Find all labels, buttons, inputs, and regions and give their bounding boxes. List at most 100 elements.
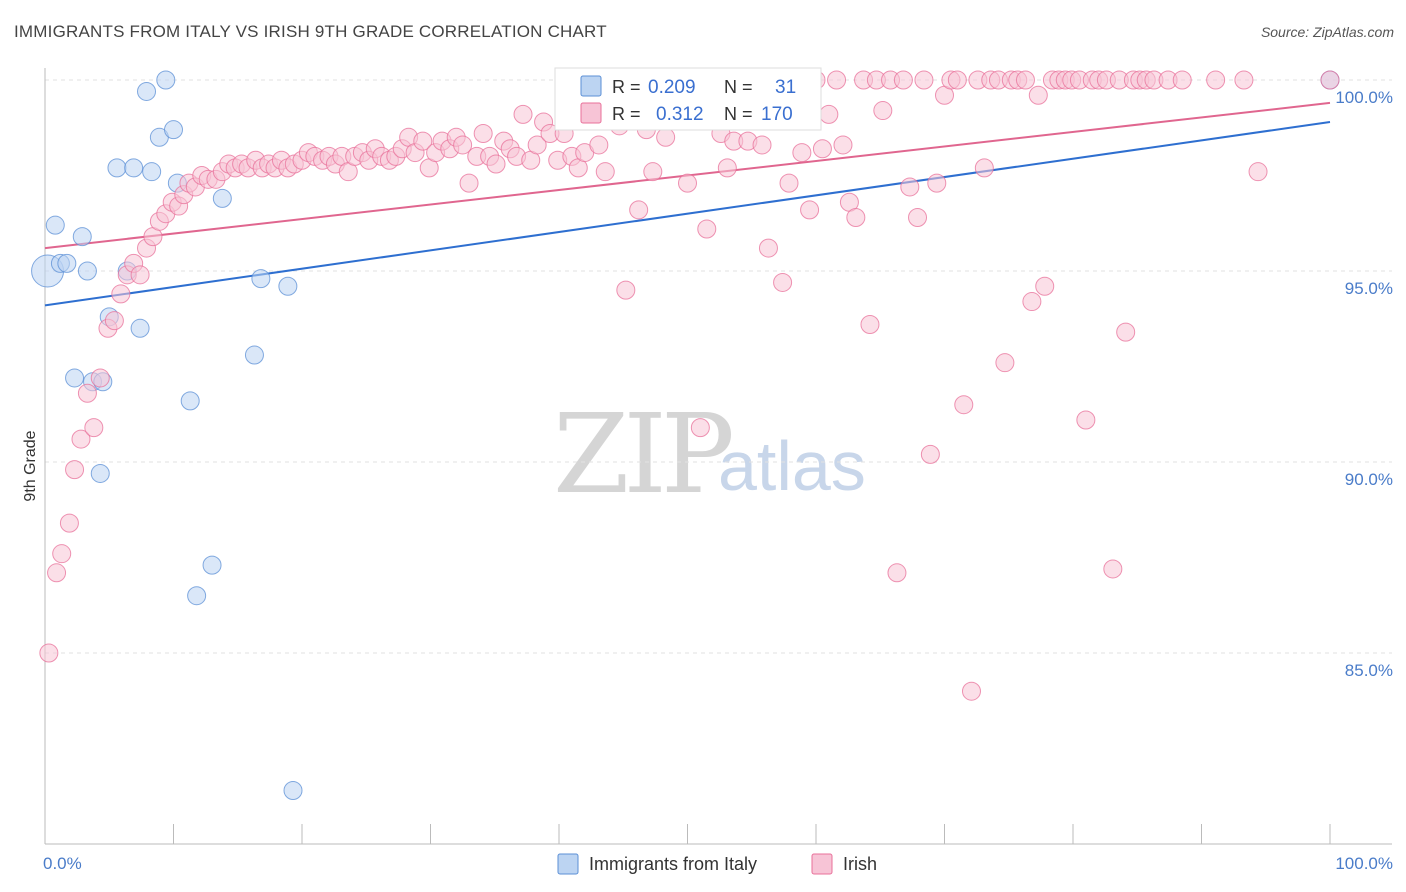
irish-point bbox=[961, 681, 981, 701]
irish-point bbox=[1320, 70, 1340, 90]
irish-point bbox=[812, 139, 832, 159]
italy-point bbox=[180, 391, 200, 411]
irish-point bbox=[111, 284, 131, 304]
irish-point bbox=[1015, 70, 1035, 90]
data-points bbox=[31, 70, 1340, 801]
irish-point bbox=[59, 513, 79, 533]
legend-italy-n-value: 31 bbox=[775, 77, 796, 98]
gridlines bbox=[45, 79, 1392, 654]
italy-point bbox=[124, 158, 144, 178]
irish-point bbox=[792, 143, 812, 163]
irish-point bbox=[616, 280, 636, 300]
italy-point bbox=[142, 162, 162, 182]
bottom-legend-irish-swatch bbox=[811, 853, 833, 875]
irish-point bbox=[873, 101, 893, 121]
irish-point bbox=[773, 272, 793, 292]
legend-irish-swatch bbox=[580, 102, 602, 124]
x-tick-label-max: 100.0% bbox=[1335, 854, 1393, 873]
irish-point bbox=[1076, 410, 1096, 430]
irish-point bbox=[473, 123, 493, 143]
irish-point bbox=[995, 353, 1015, 373]
italy-point bbox=[283, 781, 303, 801]
italy-point bbox=[72, 227, 92, 247]
y-axis-label: 9th Grade bbox=[22, 430, 39, 501]
irish-point bbox=[1028, 85, 1048, 105]
irish-point bbox=[656, 127, 676, 147]
irish-point bbox=[900, 177, 920, 197]
source-label: Source: ZipAtlas.com bbox=[1260, 24, 1394, 40]
irish-point bbox=[779, 173, 799, 193]
stats-legend: R = 0.209 N = 31 R = 0.312 N = 170 bbox=[554, 67, 822, 131]
irish-point bbox=[1035, 276, 1055, 296]
italy-point bbox=[77, 261, 97, 281]
legend-irish-r-label: R = bbox=[612, 104, 641, 124]
bottom-legend-irish-label: Irish bbox=[843, 854, 877, 874]
italy-point bbox=[187, 586, 207, 606]
irish-point bbox=[595, 162, 615, 182]
irish-point bbox=[65, 460, 85, 480]
irish-point bbox=[846, 208, 866, 228]
irish-point bbox=[752, 135, 772, 155]
italy-point bbox=[278, 276, 298, 296]
irish-point bbox=[893, 70, 913, 90]
legend-italy-swatch bbox=[580, 75, 602, 97]
irish-point bbox=[527, 135, 547, 155]
irish-point bbox=[1248, 162, 1268, 182]
bottom-legend-italy-label: Immigrants from Italy bbox=[589, 854, 757, 874]
axes: 85.0% 90.0% 95.0% 100.0% bbox=[44, 68, 1393, 845]
italy-point bbox=[90, 463, 110, 483]
irish-point bbox=[927, 173, 947, 193]
irish-point bbox=[860, 314, 880, 334]
irish-point bbox=[486, 154, 506, 174]
irish-point bbox=[90, 368, 110, 388]
y-tick-label: 85.0% bbox=[1345, 661, 1393, 680]
legend-irish-n-value: 170 bbox=[761, 104, 793, 125]
irish-point bbox=[1022, 292, 1042, 312]
irish-point bbox=[690, 418, 710, 438]
italy-trend-line bbox=[44, 121, 1331, 307]
irish-point bbox=[887, 563, 907, 583]
italy-point bbox=[251, 269, 271, 289]
chart-title: IMMIGRANTS FROM ITALY VS IRISH 9TH GRADE… bbox=[14, 22, 607, 41]
irish-point bbox=[47, 563, 67, 583]
irish-point bbox=[819, 104, 839, 124]
irish-point bbox=[459, 173, 479, 193]
irish-point bbox=[589, 135, 609, 155]
y-tick-label: 90.0% bbox=[1345, 470, 1393, 489]
irish-point bbox=[413, 131, 433, 151]
irish-point bbox=[453, 135, 473, 155]
irish-point bbox=[104, 311, 124, 331]
irish-point bbox=[914, 70, 934, 90]
italy-point bbox=[45, 215, 65, 235]
irish-point bbox=[954, 395, 974, 415]
irish-point bbox=[84, 418, 104, 438]
irish-point bbox=[1234, 70, 1254, 90]
irish-point bbox=[678, 173, 697, 193]
irish-point bbox=[643, 162, 663, 182]
irish-point bbox=[77, 383, 97, 403]
irish-point bbox=[1103, 559, 1123, 579]
irish-point bbox=[39, 643, 59, 663]
irish-point bbox=[947, 70, 967, 90]
italy-point bbox=[107, 158, 127, 178]
irish-point bbox=[629, 200, 649, 220]
irish-point bbox=[800, 200, 820, 220]
bottom-legend-italy-swatch bbox=[557, 853, 579, 875]
irish-point bbox=[758, 238, 778, 258]
irish-point bbox=[1172, 70, 1192, 90]
italy-point bbox=[57, 253, 77, 273]
irish-point bbox=[833, 135, 853, 155]
irish-point bbox=[717, 158, 737, 178]
legend-irish-r-value: 0.312 bbox=[656, 104, 704, 125]
watermark-atlas: atlas bbox=[718, 427, 866, 505]
italy-point bbox=[164, 120, 183, 140]
irish-point bbox=[974, 158, 994, 178]
irish-point bbox=[1116, 322, 1136, 342]
irish-point bbox=[52, 544, 72, 564]
trend-lines bbox=[44, 101, 1331, 307]
y-tick-label: 100.0% bbox=[1335, 88, 1393, 107]
legend-italy-n-label: N = bbox=[724, 77, 753, 97]
italy-point bbox=[130, 318, 150, 338]
watermark-zip: ZIP bbox=[553, 390, 732, 518]
